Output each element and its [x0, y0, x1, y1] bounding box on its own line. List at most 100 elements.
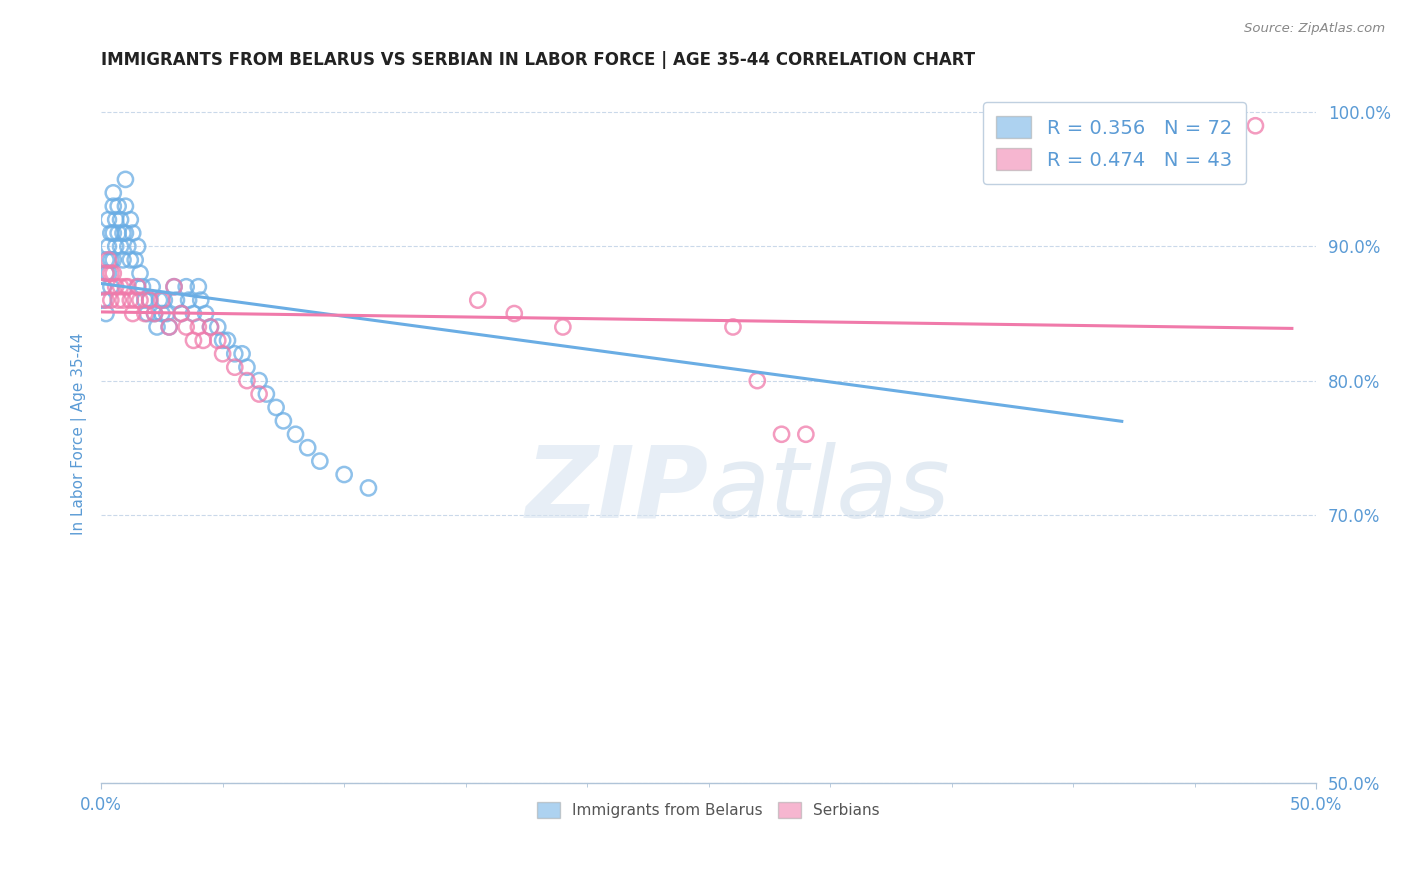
Point: [103, 266, 125, 280]
Point: [110, 239, 132, 253]
Point: [247, 374, 270, 388]
Point: [104, 239, 127, 253]
Text: IMMIGRANTS FROM BELARUS VS SERBIAN IN LABOR FORCE | AGE 35-44 CORRELATION CHART: IMMIGRANTS FROM BELARUS VS SERBIAN IN LA…: [101, 51, 976, 69]
Point: [770, 427, 793, 442]
Point: [174, 320, 197, 334]
Point: [110, 212, 132, 227]
Point: [127, 279, 149, 293]
Point: [794, 427, 817, 442]
Point: [127, 239, 149, 253]
Point: [93, 279, 115, 293]
Point: [134, 307, 156, 321]
Point: [264, 401, 287, 415]
Point: [551, 320, 574, 334]
Point: [224, 347, 246, 361]
Point: [183, 307, 205, 321]
Point: [174, 279, 197, 293]
Point: [166, 293, 188, 307]
Point: [138, 293, 160, 307]
Point: [156, 307, 179, 321]
Point: [120, 212, 142, 227]
Point: [193, 334, 215, 348]
Point: [114, 199, 136, 213]
Point: [190, 293, 212, 307]
Point: [94, 293, 117, 307]
Point: [308, 454, 330, 468]
Point: [97, 266, 120, 280]
Point: [117, 279, 139, 293]
Point: [150, 293, 173, 307]
Point: [120, 293, 142, 307]
Point: [467, 293, 489, 307]
Point: [1014, 119, 1036, 133]
Point: [103, 186, 125, 200]
Point: [163, 279, 186, 293]
Point: [107, 293, 129, 307]
Point: [141, 279, 163, 293]
Point: [93, 293, 115, 307]
Point: [150, 307, 173, 321]
Point: [114, 172, 136, 186]
Point: [143, 307, 166, 321]
Point: [157, 320, 180, 334]
Point: [136, 307, 159, 321]
Point: [103, 226, 125, 240]
Point: [138, 293, 160, 307]
Point: [111, 293, 134, 307]
Point: [134, 293, 156, 307]
Y-axis label: In Labor Force | Age 35-44: In Labor Force | Age 35-44: [72, 333, 87, 535]
Point: [236, 360, 259, 375]
Point: [170, 307, 193, 321]
Point: [114, 279, 136, 293]
Point: [187, 279, 209, 293]
Point: [100, 293, 122, 307]
Point: [131, 279, 153, 293]
Point: [200, 320, 222, 334]
Point: [124, 293, 146, 307]
Point: [236, 374, 259, 388]
Point: [121, 307, 143, 321]
Point: [183, 334, 205, 348]
Legend: Immigrants from Belarus, Serbians: Immigrants from Belarus, Serbians: [531, 796, 886, 824]
Point: [333, 467, 356, 482]
Point: [111, 252, 134, 267]
Point: [217, 334, 239, 348]
Point: [94, 252, 117, 267]
Point: [103, 199, 125, 213]
Point: [121, 226, 143, 240]
Point: [100, 279, 122, 293]
Point: [114, 226, 136, 240]
Point: [211, 334, 233, 348]
Point: [94, 266, 117, 280]
Point: [124, 252, 146, 267]
Point: [94, 266, 117, 280]
Point: [163, 279, 186, 293]
Point: [111, 226, 134, 240]
Point: [117, 239, 139, 253]
Point: [1244, 119, 1267, 133]
Point: [194, 307, 217, 321]
Point: [297, 441, 319, 455]
Point: [107, 226, 129, 240]
Point: [747, 374, 769, 388]
Point: [148, 293, 170, 307]
Point: [284, 427, 307, 442]
Point: [93, 279, 115, 293]
Point: [100, 266, 122, 280]
Point: [207, 320, 229, 334]
Point: [120, 252, 142, 267]
Text: atlas: atlas: [709, 442, 950, 539]
Point: [146, 320, 169, 334]
Point: [224, 360, 246, 375]
Text: ZIP: ZIP: [526, 442, 709, 539]
Point: [97, 252, 120, 267]
Point: [503, 307, 526, 321]
Point: [200, 320, 222, 334]
Point: [153, 293, 176, 307]
Point: [107, 199, 129, 213]
Point: [207, 334, 229, 348]
Point: [247, 387, 270, 401]
Point: [110, 279, 132, 293]
Point: [104, 212, 127, 227]
Point: [104, 279, 127, 293]
